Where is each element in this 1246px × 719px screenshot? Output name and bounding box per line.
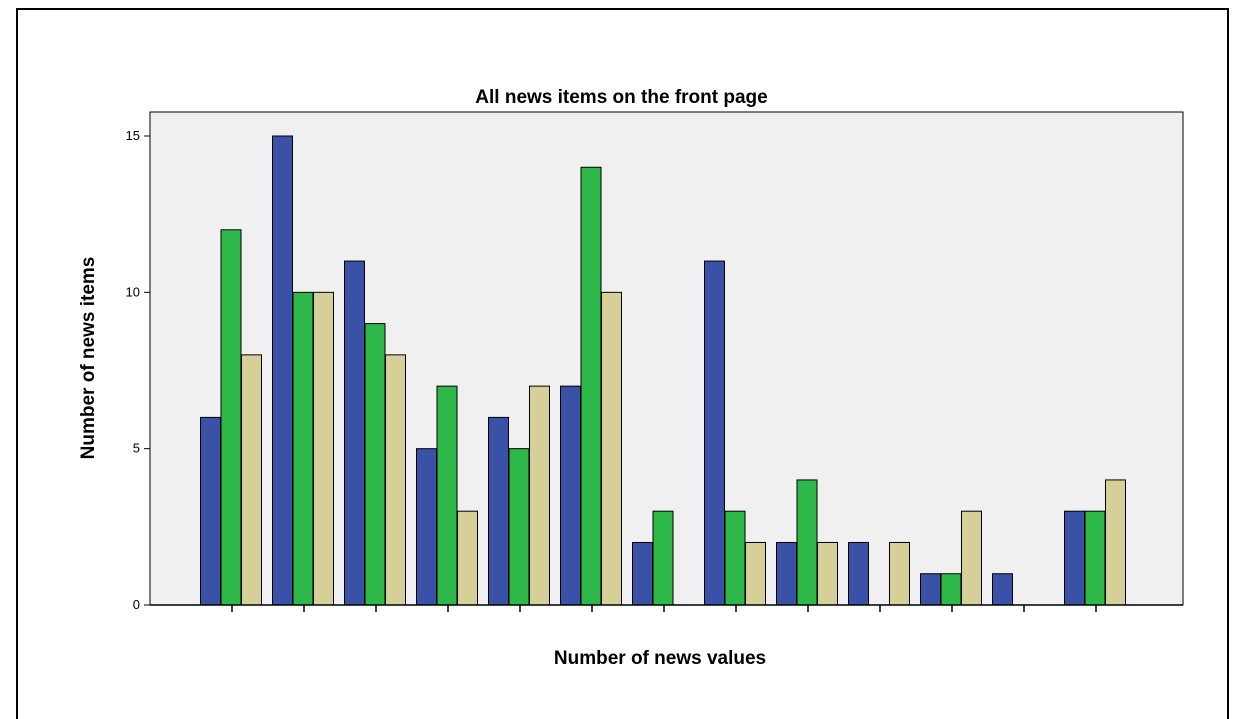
bar-s1-c2: [272, 135, 293, 606]
chart-title: All news items on the front page: [475, 87, 767, 108]
y-tick-label: 0: [133, 597, 140, 612]
bar-s3-c4: [457, 510, 478, 606]
axes-group: 0 5 10 15: [126, 128, 1183, 612]
bar-s3-c13: [1105, 479, 1126, 606]
y-tick-label: 5: [133, 441, 140, 456]
bar-s1-c7: [632, 541, 653, 606]
y-axis-label: Number of news items: [78, 257, 99, 460]
bar-s1-c3: [344, 260, 365, 606]
bar-s2-c5: [508, 448, 530, 606]
y-tick-label: 15: [126, 128, 140, 143]
bar-s3-c1: [241, 354, 262, 606]
bar-s1-c6: [560, 385, 581, 606]
bar-s2-c11: [940, 573, 962, 606]
y-tick-label: 10: [126, 284, 140, 299]
bar-s2-c13: [1084, 510, 1106, 606]
bar-s2-c1: [220, 229, 242, 606]
bars-group: [200, 135, 1126, 606]
bar-s2-c4: [436, 385, 458, 606]
bar-s2-c7: [652, 510, 674, 606]
bar-s2-c3: [364, 323, 386, 606]
bar-s3-c3: [385, 354, 406, 606]
bar-s3-c5: [529, 385, 550, 606]
bar-s1-c11: [920, 573, 941, 606]
bar-s3-c9: [817, 541, 838, 606]
bar-s2-c2: [292, 291, 314, 606]
bar-s2-c6: [580, 166, 602, 606]
bar-s1-c5: [488, 416, 509, 606]
bar-s3-c2: [313, 291, 334, 606]
bar-s3-c6: [601, 291, 622, 606]
bar-s3-c11: [961, 510, 982, 606]
bar-s3-c8: [745, 541, 766, 606]
bar-s1-c8: [704, 260, 725, 606]
bar-s1-c1: [200, 416, 221, 606]
x-axis-label: Number of news values: [554, 648, 766, 669]
bar-s1-c12: [992, 573, 1013, 606]
bar-s1-c10: [848, 541, 869, 606]
bar-s1-c13: [1064, 510, 1085, 606]
bar-s2-c8: [724, 510, 746, 606]
bar-s1-c9: [776, 541, 797, 606]
bar-s2-c9: [796, 479, 818, 606]
bar-s1-c4: [416, 448, 437, 606]
bar-s3-c10: [889, 541, 910, 606]
